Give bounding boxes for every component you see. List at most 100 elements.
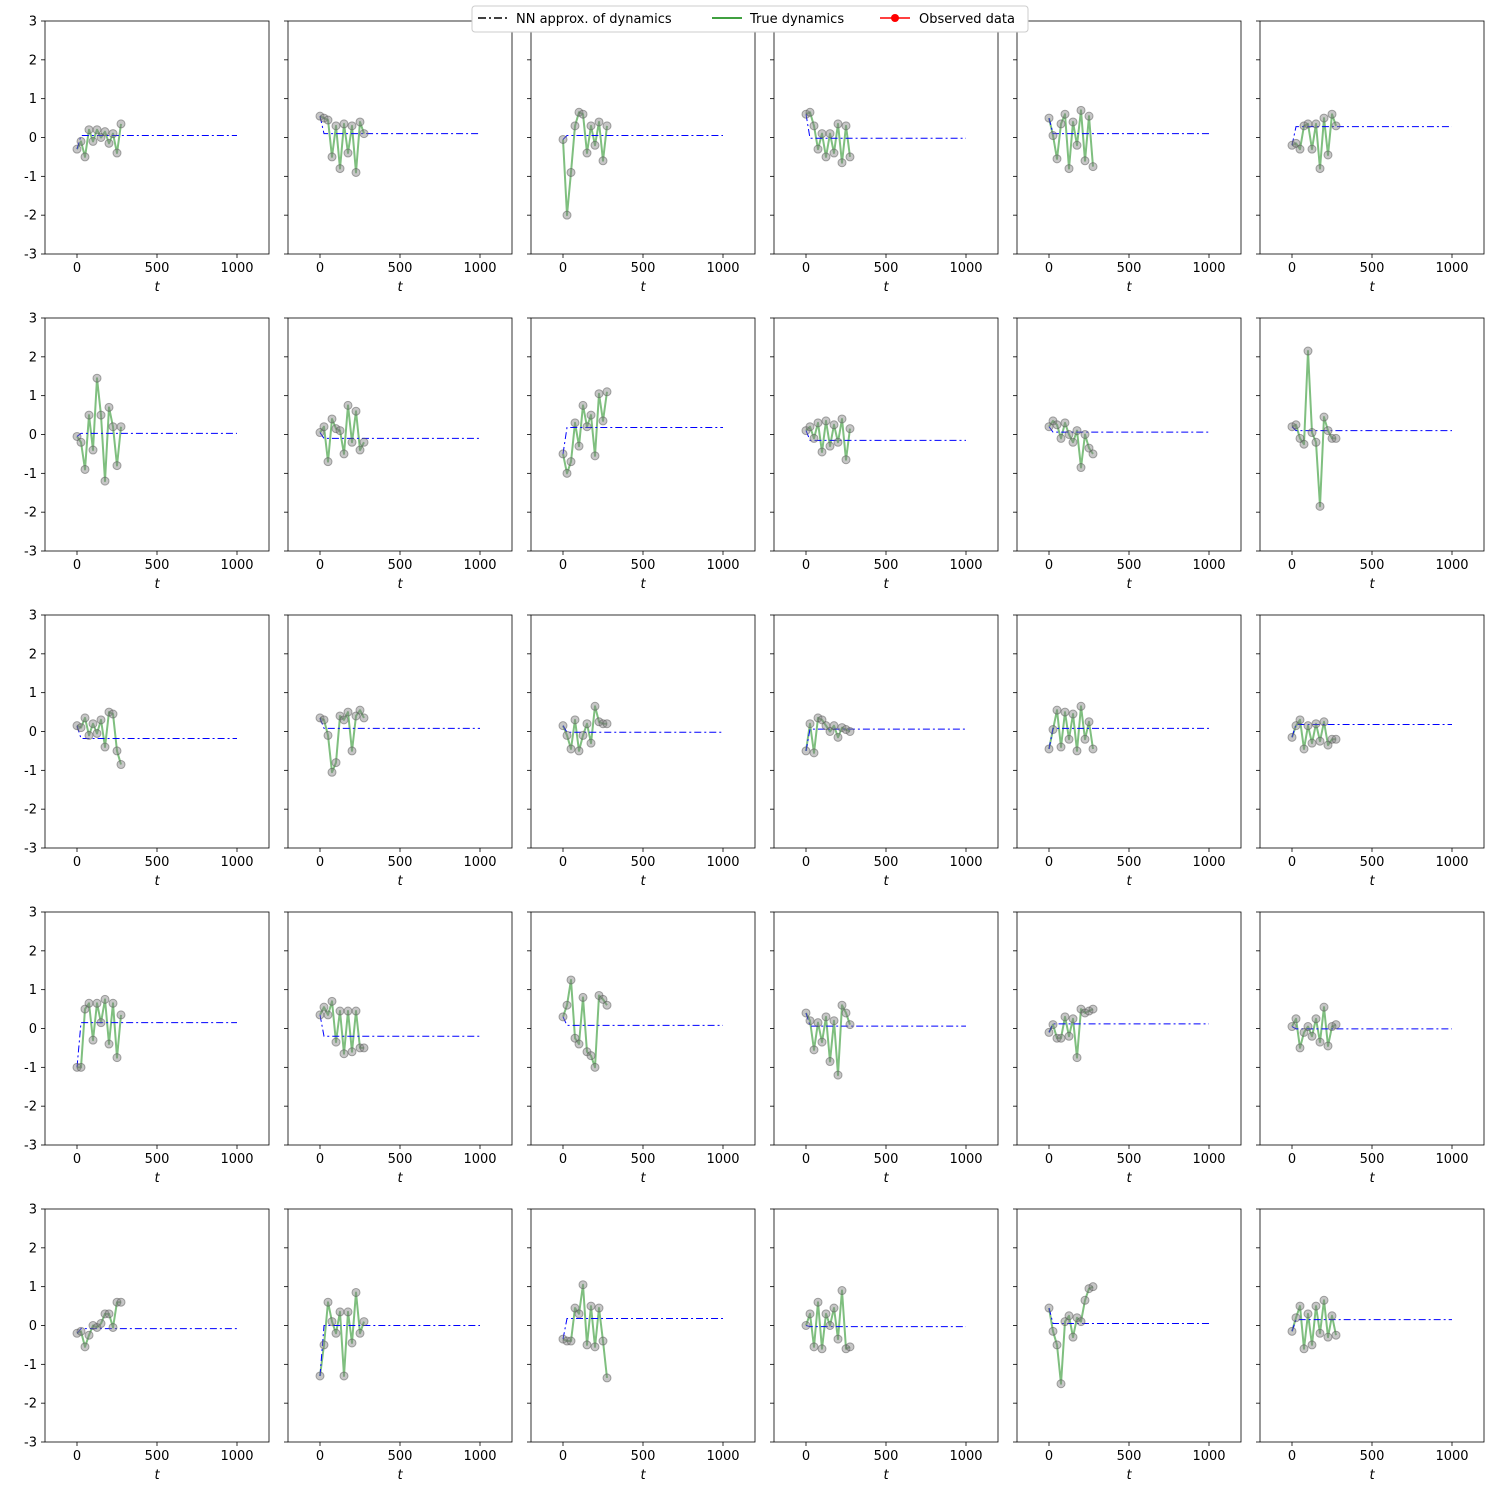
subplot-frame — [1259, 1208, 1485, 1443]
subplot-30: 0 500 1000 t — [1256, 1208, 1485, 1483]
observed-point — [1056, 1033, 1066, 1043]
nn-approx-line — [805, 728, 966, 752]
y-tick-label: 3 — [29, 1203, 37, 1218]
x-tick-label: 500 — [145, 1449, 170, 1464]
observed-point — [821, 1309, 831, 1319]
x-tick-label: 0 — [1045, 1152, 1053, 1167]
observed-point — [339, 119, 349, 129]
subplot-frame — [287, 317, 513, 552]
observed-point — [1044, 113, 1054, 123]
subplot-frame — [1259, 20, 1485, 255]
x-tick-label: 0 — [559, 558, 567, 573]
observed-point — [590, 1342, 600, 1352]
observed-point — [355, 1328, 365, 1338]
observed-point — [1068, 117, 1078, 127]
observed-point — [343, 707, 353, 717]
observed-point — [339, 1371, 349, 1381]
observed-point — [594, 1303, 604, 1313]
observed-point — [1307, 1340, 1317, 1350]
observed-point — [1311, 1014, 1321, 1024]
y-tick-label: 3 — [29, 15, 37, 30]
x-tick-label: 0 — [1045, 558, 1053, 573]
observed-point — [833, 437, 843, 447]
observed-point — [1052, 705, 1062, 715]
observed-point — [72, 144, 82, 154]
observed-point — [1044, 1303, 1054, 1313]
observed-point — [570, 418, 580, 428]
observed-point — [1076, 105, 1086, 115]
subplot-frame — [530, 911, 756, 1146]
x-axis-label: t — [640, 577, 646, 592]
observed-point — [1331, 1020, 1341, 1030]
observed-point — [602, 1000, 612, 1010]
observed-point — [574, 1309, 584, 1319]
observed-point — [566, 1336, 576, 1346]
observed-point — [817, 1037, 827, 1047]
observed-point — [558, 134, 568, 144]
subplot-9: 0 500 1000 t — [527, 317, 756, 592]
observed-point — [355, 117, 365, 127]
observed-point — [343, 400, 353, 410]
observed-point — [343, 148, 353, 158]
observed-point — [817, 1344, 827, 1354]
observed-point — [347, 1047, 357, 1057]
observed-point — [1064, 734, 1074, 744]
observed-point — [1319, 412, 1329, 422]
x-tick-label: 1000 — [706, 261, 739, 276]
observed-point — [1295, 144, 1305, 154]
x-axis-label: t — [397, 577, 403, 592]
subplot-frame — [287, 20, 513, 255]
observed-point — [108, 422, 118, 432]
observed-point — [1056, 119, 1066, 129]
y-tick-label: -3 — [24, 1436, 37, 1451]
subplot-3: 0 500 1000 t — [527, 20, 756, 295]
observed-point — [1048, 1020, 1058, 1030]
x-axis-label: t — [154, 874, 160, 889]
x-tick-label: 500 — [631, 1449, 656, 1464]
legend-observed-marker — [891, 14, 899, 22]
observed-point — [100, 476, 110, 486]
x-tick-label: 0 — [316, 855, 324, 870]
y-tick-label: -1 — [24, 764, 37, 779]
x-axis-label: t — [883, 1171, 889, 1186]
y-tick-label: 2 — [29, 647, 37, 662]
observed-point — [1056, 742, 1066, 752]
x-tick-label: 1000 — [463, 558, 496, 573]
legend-box — [471, 5, 1029, 33]
observed-point — [809, 748, 819, 758]
true-dynamics-line — [1048, 1285, 1094, 1385]
x-tick-label: 0 — [316, 1152, 324, 1167]
observed-point — [1299, 744, 1309, 754]
observed-point — [805, 107, 815, 117]
subplot-frame — [1016, 1208, 1242, 1443]
observed-point — [92, 373, 102, 383]
observed-point — [813, 1297, 823, 1307]
subplot-frame — [1016, 317, 1242, 552]
subplot-12: 0 500 1000 t — [1256, 317, 1485, 592]
nn-approx-line — [562, 135, 723, 140]
observed-point — [845, 424, 855, 434]
subplot-frame — [773, 317, 999, 552]
nn-approx-line — [319, 1325, 480, 1377]
observed-point — [558, 449, 568, 459]
true-dynamics-line — [562, 1283, 608, 1379]
observed-point — [1064, 164, 1074, 174]
observed-point — [327, 1317, 337, 1327]
y-tick-label: 2 — [29, 53, 37, 68]
observed-point — [80, 152, 90, 162]
observed-point — [841, 121, 851, 131]
observed-point — [833, 732, 843, 742]
observed-point — [80, 464, 90, 474]
y-tick-label: 1 — [29, 686, 37, 701]
observed-point — [1080, 430, 1090, 439]
observed-point — [351, 406, 361, 416]
x-axis-label: t — [154, 1171, 160, 1186]
x-axis-label: t — [1369, 280, 1375, 295]
observed-point — [829, 721, 839, 731]
subplot-frame — [44, 614, 270, 849]
observed-point — [1287, 732, 1297, 742]
observed-point — [1064, 1031, 1074, 1041]
observed-point — [1060, 707, 1070, 717]
x-tick-label: 500 — [874, 558, 899, 573]
observed-point — [116, 1297, 126, 1307]
